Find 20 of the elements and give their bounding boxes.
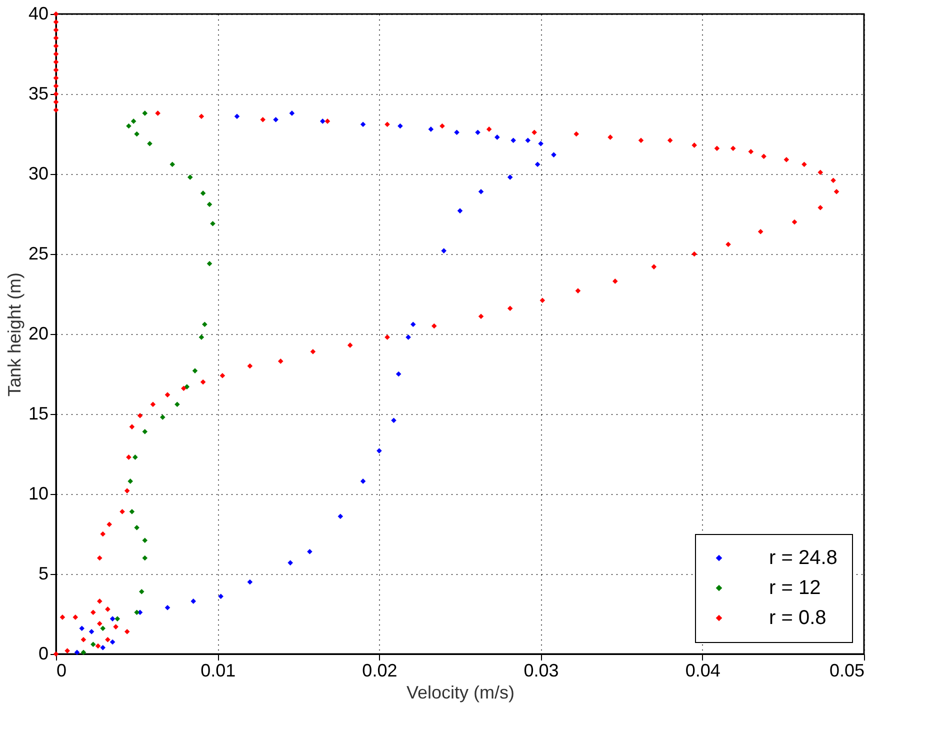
y-tick-label: 20 — [28, 324, 48, 344]
x-tick-label: 0 — [56, 660, 67, 680]
x-tick-label: 0.04 — [685, 660, 720, 680]
x-tick-label: 0.01 — [200, 660, 236, 680]
x-tick-label: 0.03 — [524, 660, 559, 680]
legend-label: r = 24.8 — [769, 547, 838, 569]
y-tick-label: 0 — [38, 644, 48, 664]
y-tick-label: 25 — [28, 244, 48, 264]
y-tick-label: 35 — [28, 84, 48, 104]
x-tick-label: 0.05 — [829, 660, 864, 680]
x-axis-title: Velocity (m/s) — [406, 682, 515, 702]
y-axis-title: Tank height (m) — [4, 272, 24, 397]
legend-label: r = 0.8 — [769, 607, 826, 629]
y-tick-label: 15 — [28, 404, 48, 424]
y-tick-label: 40 — [28, 4, 48, 24]
y-tick-label: 10 — [28, 484, 48, 504]
x-tick-label: 0.02 — [362, 660, 398, 680]
legend-label: r = 12 — [769, 577, 821, 599]
y-tick-label: 5 — [38, 564, 48, 584]
y-tick-label: 30 — [28, 164, 48, 184]
